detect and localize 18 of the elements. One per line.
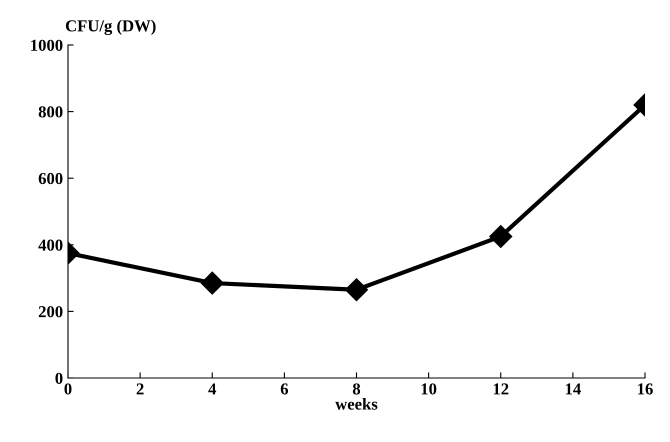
x-tick-label: 8 bbox=[352, 383, 360, 395]
x-tick-label: 10 bbox=[422, 383, 436, 395]
point bbox=[345, 278, 368, 302]
y-tick-label: 1000 bbox=[31, 40, 63, 51]
x-tick-label: 0 bbox=[64, 383, 72, 395]
x-tick-label: 2 bbox=[136, 383, 144, 394]
y-tick-label: 600 bbox=[38, 172, 63, 184]
x-tick-label: 14 bbox=[566, 383, 581, 394]
y-tick-label: 400 bbox=[38, 240, 63, 251]
x-tick-label: 6 bbox=[280, 383, 288, 395]
y-tick-label: 0 bbox=[55, 372, 63, 384]
y-tick-label: 800 bbox=[38, 106, 63, 118]
x-axis-title: weeks bbox=[335, 398, 378, 410]
y-axis-title: CFU/g (DW) bbox=[66, 20, 156, 36]
y-tick-label: 200 bbox=[38, 306, 63, 318]
x-tick-label: 16 bbox=[638, 383, 653, 395]
x-tick-label: 4 bbox=[208, 383, 216, 394]
x-tick-label: 12 bbox=[494, 383, 508, 394]
